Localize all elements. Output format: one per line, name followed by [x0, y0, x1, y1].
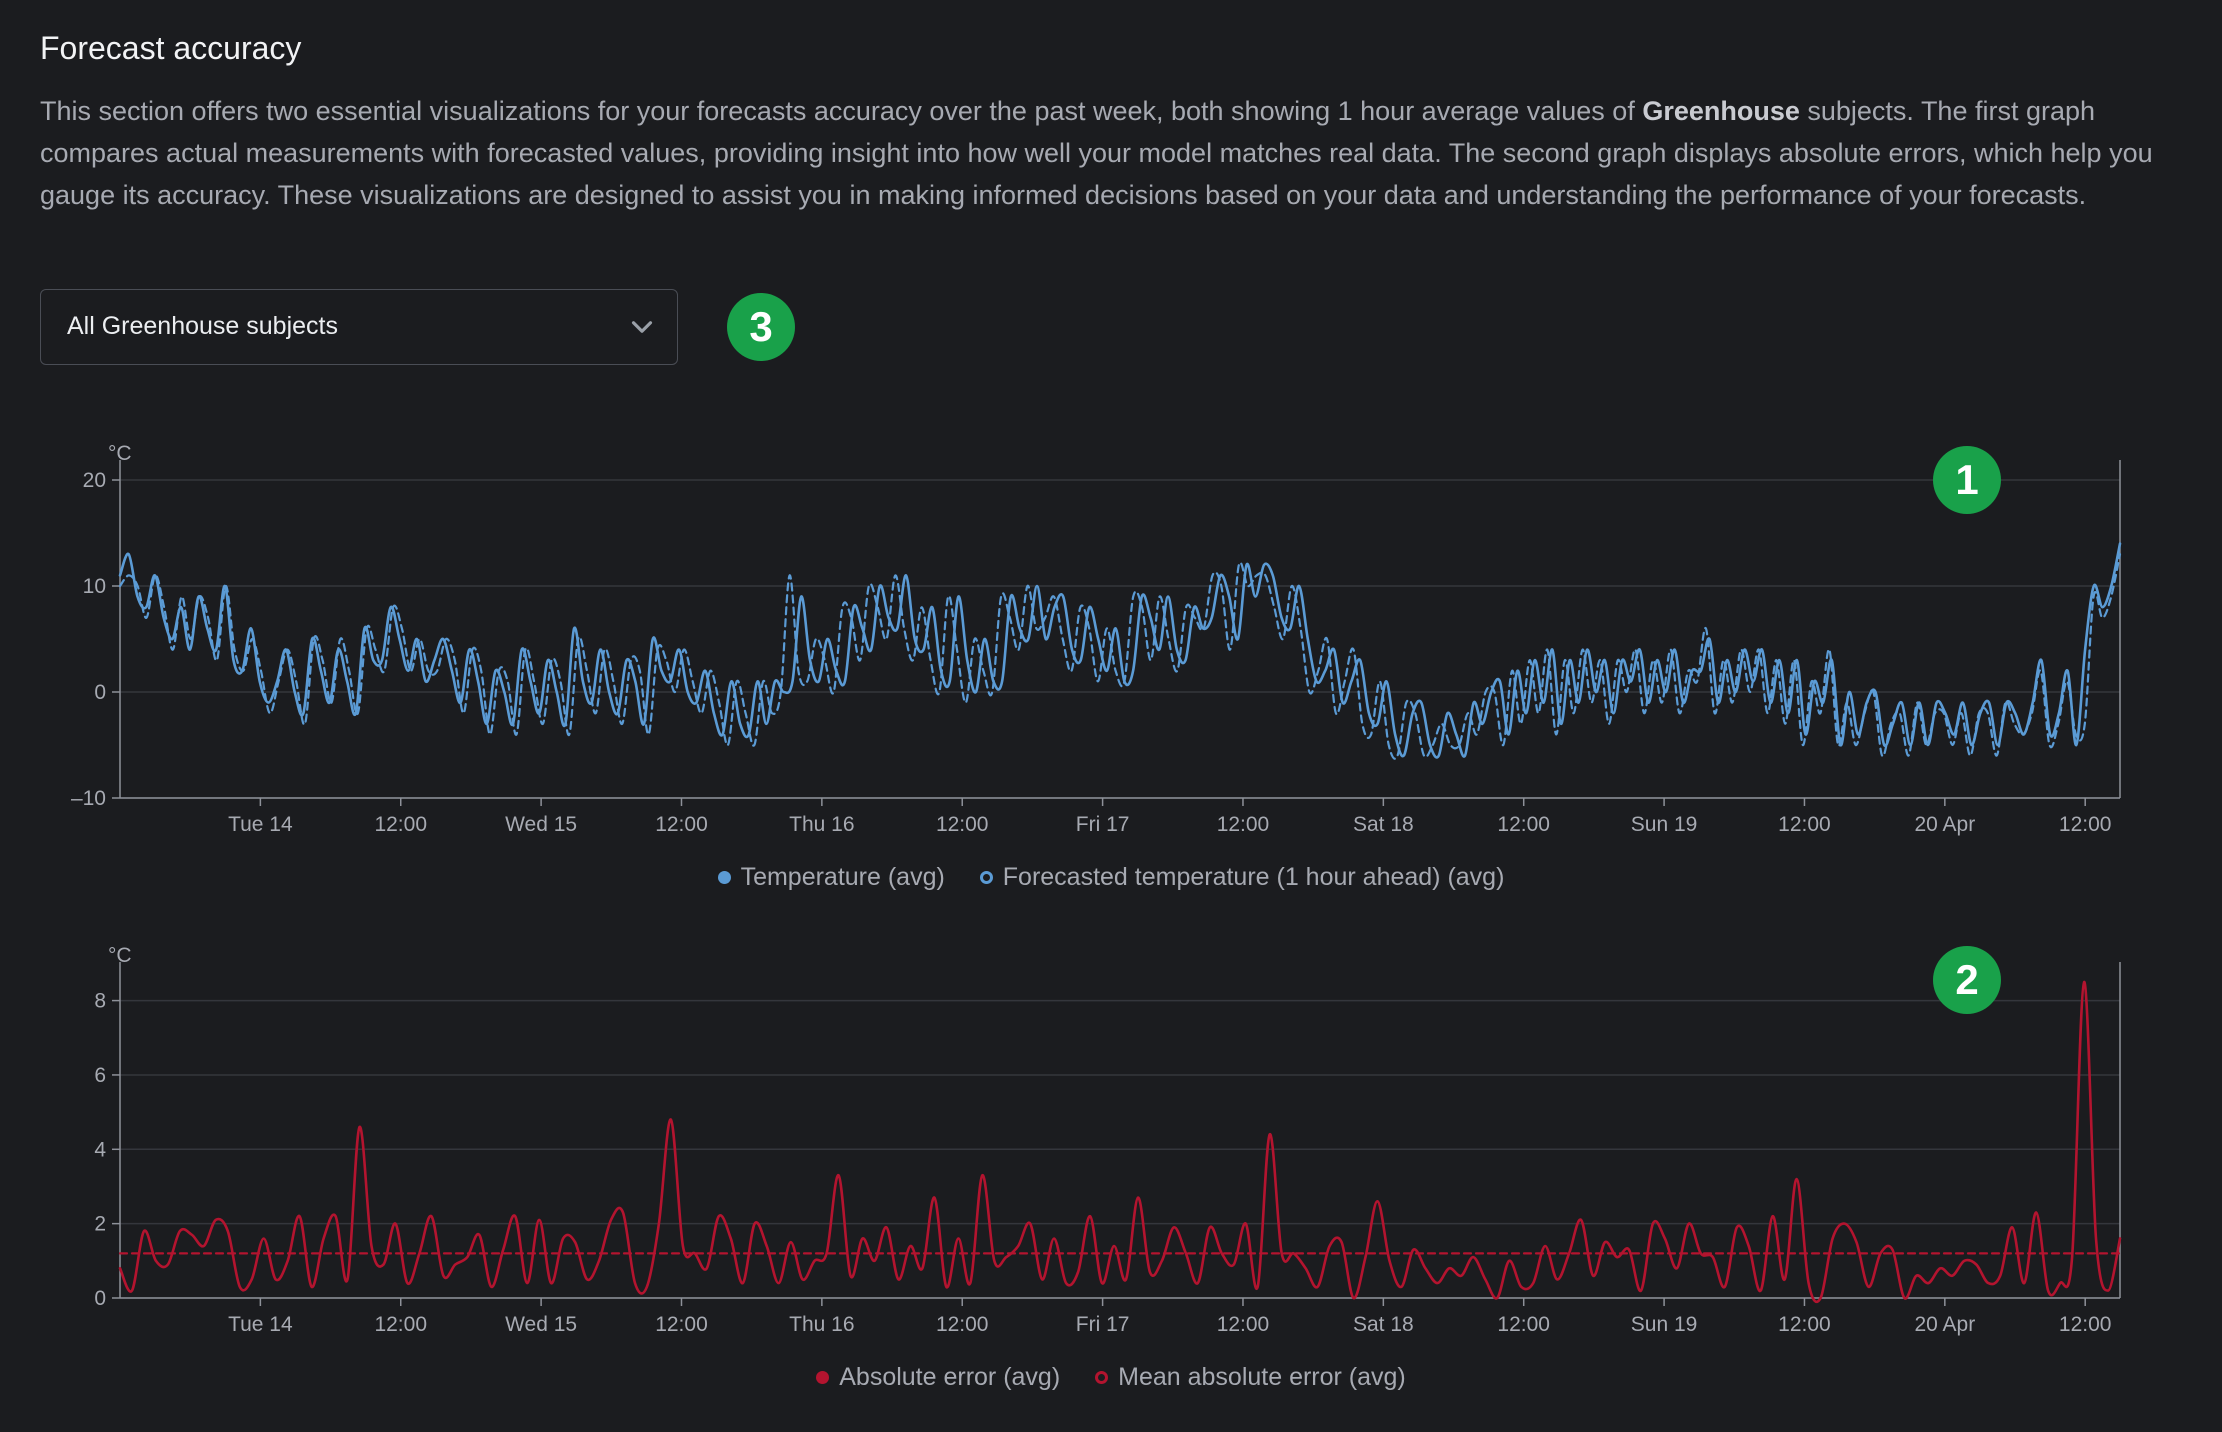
x-tick-label: 12:00 [374, 813, 427, 836]
legend-label: Forecasted temperature (1 hour ahead) (a… [1002, 863, 1505, 891]
x-tick-label: Wed 15 [505, 813, 577, 836]
subject-select-value: All Greenhouse subjects [67, 312, 338, 340]
x-tick-label: 12:00 [374, 1313, 427, 1336]
x-tick-label: Fri 17 [1076, 1313, 1130, 1336]
x-tick-label: 12:00 [1778, 1313, 1831, 1336]
x-tick-label: 20 Apr [1914, 813, 1975, 836]
x-tick-label: 12:00 [2059, 813, 2112, 836]
legend-dot-hollow [1095, 1371, 1109, 1384]
x-tick-label: Sun 19 [1631, 813, 1698, 836]
section-title: Forecast accuracy [40, 30, 302, 66]
series-line-solid [118, 980, 2122, 1304]
y-tick-label: 0 [94, 1287, 106, 1310]
legend-dot-solid [816, 1371, 830, 1384]
y-tick-label: 20 [83, 469, 106, 492]
badge-2: 2 [1933, 946, 2001, 1014]
series-line-solid [118, 542, 2122, 759]
legend-label: Absolute error (avg) [839, 1363, 1061, 1391]
badge-3: 3 [727, 293, 795, 361]
y-tick-label: 8 [94, 990, 106, 1013]
legend-item-mean-absolute-error[interactable]: Mean absolute error (avg) [1095, 1363, 1406, 1392]
legend-dot-hollow [979, 871, 993, 884]
legend-item-absolute-error[interactable]: Absolute error (avg) [816, 1363, 1060, 1392]
y-tick-label: 4 [94, 1138, 106, 1161]
x-tick-label: 12:00 [1497, 813, 1550, 836]
x-tick-label: Thu 16 [789, 813, 854, 836]
error-legend: Absolute error (avg) Mean absolute error… [0, 1362, 2222, 1392]
y-tick-label: 0 [94, 681, 106, 704]
x-tick-label: Tue 14 [228, 813, 293, 836]
x-tick-label: Thu 16 [789, 1313, 854, 1336]
error-chart: °C8 6 4 2 0 Tue 14 12:00 Wed 15 12:00 Thu 16 12:00… [94, 944, 2122, 1336]
x-tick-label: Sat 18 [1353, 1313, 1414, 1336]
x-tick-label: 12:00 [655, 813, 708, 836]
x-tick-label: 20 Apr [1914, 1313, 1975, 1336]
x-tick-label: 12:00 [1778, 813, 1831, 836]
x-tick-label: 12:00 [1497, 1313, 1550, 1336]
legend-item-forecasted-temperature[interactable]: Forecasted temperature (1 hour ahead) (a… [979, 863, 1505, 892]
section-description: This section offers two essential visual… [40, 96, 2153, 210]
y-unit-label: °C [108, 442, 132, 465]
x-tick-label: 12:00 [936, 1313, 989, 1336]
x-tick-label: 12:00 [2059, 1313, 2112, 1336]
x-tick-label: Fri 17 [1076, 813, 1130, 836]
x-tick-label: Sun 19 [1631, 1313, 1698, 1336]
legend-item-temperature[interactable]: Temperature (avg) [717, 863, 945, 892]
x-tick-label: Wed 15 [505, 1313, 577, 1336]
y-tick-label: 2 [94, 1213, 106, 1236]
x-tick-label: 12:00 [655, 1313, 708, 1336]
legend-label: Mean absolute error (avg) [1118, 1363, 1406, 1391]
y-tick-label: –10 [71, 787, 106, 810]
temperature-legend: Temperature (avg) Forecasted temperature… [0, 862, 2222, 892]
series-line-dashed [118, 553, 2122, 760]
chevron-down-icon [631, 321, 653, 333]
y-unit-label: °C [108, 944, 132, 967]
subject-group-name: Greenhouse [1642, 96, 1800, 126]
x-tick-label: Tue 14 [228, 1313, 293, 1336]
legend-dot-solid [717, 871, 731, 884]
x-tick-label: 12:00 [936, 813, 989, 836]
legend-label: Temperature (avg) [740, 863, 945, 891]
y-tick-label: 10 [83, 575, 106, 598]
subject-select[interactable]: All Greenhouse subjects [40, 289, 678, 365]
x-tick-label: 12:00 [1217, 1313, 1270, 1336]
y-tick-label: 6 [94, 1064, 106, 1087]
x-tick-label: Sat 18 [1353, 813, 1414, 836]
x-tick-label: 12:00 [1217, 813, 1270, 836]
badge-1: 1 [1933, 446, 2001, 514]
